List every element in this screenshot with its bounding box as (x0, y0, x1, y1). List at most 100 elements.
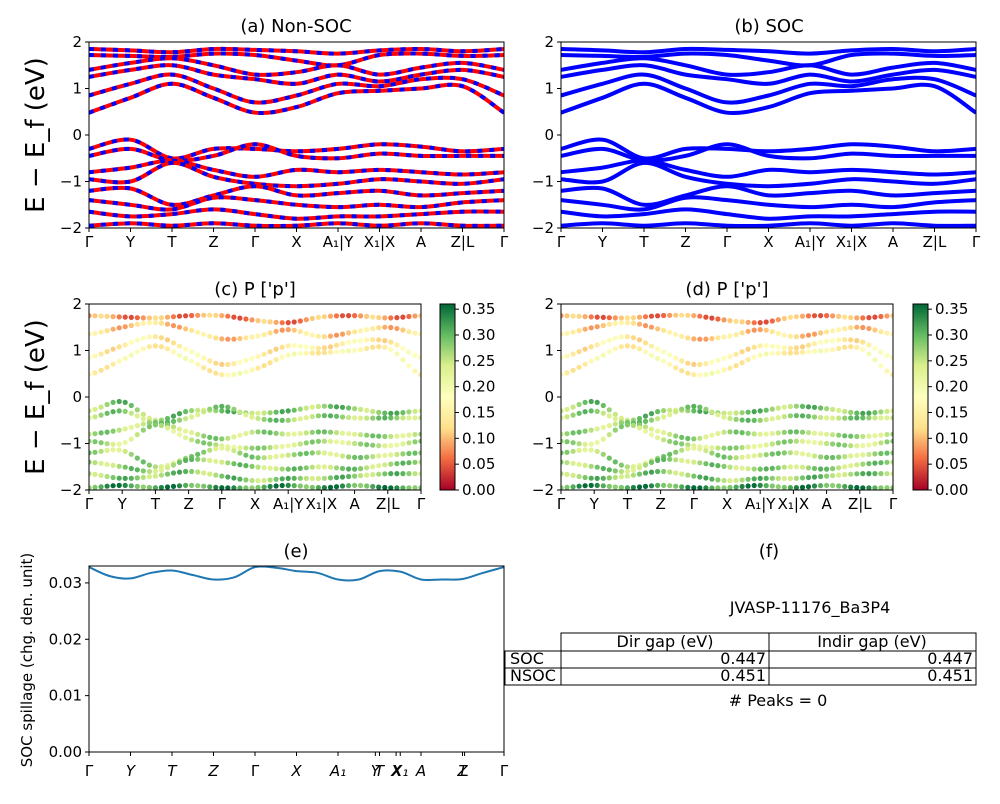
band-point (739, 444, 745, 451)
band-point (709, 450, 715, 456)
band-point (848, 453, 854, 459)
band-point (152, 334, 158, 340)
band-point (751, 327, 757, 333)
band-point (733, 445, 739, 451)
band-point (291, 342, 297, 349)
band-point (836, 483, 842, 489)
band-point (358, 473, 364, 479)
band-point (225, 474, 231, 480)
band-point (183, 346, 189, 352)
band-point (134, 321, 140, 327)
band-point (594, 324, 600, 330)
band-point (775, 440, 781, 446)
band-point (243, 357, 249, 363)
band-point (763, 431, 769, 437)
band-point (255, 429, 261, 435)
band-point (890, 415, 893, 421)
band-point (763, 452, 769, 458)
band-point (667, 329, 673, 335)
band-point (564, 406, 570, 412)
band-point (237, 445, 243, 451)
band-point (733, 363, 739, 369)
band-point (279, 443, 285, 450)
band-point (685, 472, 691, 478)
panel-b-plot: 210−1−2Γ Y T Z Γ X A₁|Y X₁|X A Z|L Γ (532, 33, 981, 251)
colorbar-c (439, 303, 456, 491)
band-point (630, 484, 636, 490)
band-point (134, 413, 140, 419)
band-point (745, 409, 751, 415)
band-point (648, 426, 655, 432)
band-point (745, 417, 751, 423)
band-point (793, 485, 799, 490)
band-point (333, 332, 340, 338)
band-point (327, 344, 334, 350)
x-tick-label: T (166, 233, 177, 251)
band-point (848, 315, 854, 321)
band-point (333, 349, 340, 355)
band-point (110, 462, 116, 468)
band-point (116, 398, 122, 405)
band-point (273, 328, 279, 334)
band-point (606, 413, 612, 419)
band-point (576, 328, 582, 334)
band-point (122, 399, 128, 405)
x-tick-label: Γ (85, 495, 94, 513)
band-point (733, 416, 739, 422)
x-tick-label: X₁|X (836, 233, 868, 251)
band-point (92, 484, 98, 490)
band-point (775, 350, 781, 356)
plot-area (89, 566, 504, 752)
band-point (630, 472, 637, 478)
band-point (757, 452, 763, 458)
band-point (709, 315, 715, 321)
band-point (733, 465, 739, 471)
band-point (110, 483, 116, 489)
band-point (285, 408, 291, 414)
band-point (642, 349, 649, 355)
band-point (721, 355, 727, 361)
band-point (890, 438, 893, 444)
band-point (860, 485, 866, 490)
band-point (339, 348, 346, 354)
band-point (860, 452, 866, 458)
band-point (848, 325, 854, 331)
band-point (648, 411, 655, 417)
band-point (673, 365, 679, 371)
band-point (721, 463, 727, 469)
band-point (727, 333, 733, 339)
band-point (364, 337, 370, 343)
band-point (89, 450, 92, 456)
band-point (146, 420, 152, 426)
band-point (376, 471, 382, 477)
band-point (418, 438, 421, 444)
band-point (866, 451, 872, 457)
band-point (727, 455, 733, 461)
band-point (667, 412, 673, 418)
band-point (691, 473, 697, 479)
band-point (170, 483, 177, 489)
band-point (110, 441, 116, 447)
band-point (104, 410, 110, 416)
band-point (261, 351, 267, 357)
band-point (890, 331, 893, 337)
band-point (824, 440, 830, 447)
band-point (624, 334, 631, 340)
band-point (364, 407, 370, 413)
band-point (673, 433, 679, 439)
band-point (624, 422, 631, 428)
band-point (588, 398, 594, 405)
band-point (824, 338, 830, 344)
band-point (727, 429, 733, 435)
band-point (739, 360, 745, 366)
peaks-count: # Peaks = 0 (729, 691, 828, 710)
band-point (854, 338, 860, 344)
band-point (400, 460, 406, 466)
band-point (152, 315, 158, 321)
band-point (249, 477, 255, 484)
band-point (661, 456, 667, 463)
band-point (128, 314, 134, 320)
band-point (376, 453, 382, 459)
band-point (394, 342, 400, 348)
band-point (122, 464, 128, 470)
